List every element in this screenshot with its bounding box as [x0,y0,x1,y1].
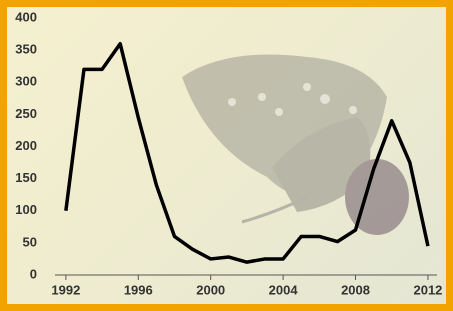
y-tick-label: 100 [15,202,37,217]
y-tick-label: 400 [15,9,37,24]
x-tick-label: 2004 [269,282,299,297]
x-tick-label: 1996 [124,282,153,297]
chart-frame: 0 50 100 150 200 250 300 350 400 1992 1996 2000 2004… [0,0,453,311]
y-tick-label: 300 [15,74,37,89]
chart: 0 50 100 150 200 250 300 350 400 1992 1996 2000 2004… [7,7,446,304]
y-tick-label: 350 [15,42,37,57]
y-tick-label: 200 [15,138,37,153]
y-tick-label: 150 [15,170,37,185]
x-tick-label: 2000 [196,282,225,297]
butterfly-photo [182,55,409,236]
y-tick-label: 250 [15,106,37,121]
y-tick-label: 0 [30,266,37,281]
x-tick-label: 1992 [51,282,80,297]
x-tick-label: 2012 [413,282,442,297]
x-tick-label: 2008 [341,282,370,297]
y-tick-label: 50 [23,234,37,249]
